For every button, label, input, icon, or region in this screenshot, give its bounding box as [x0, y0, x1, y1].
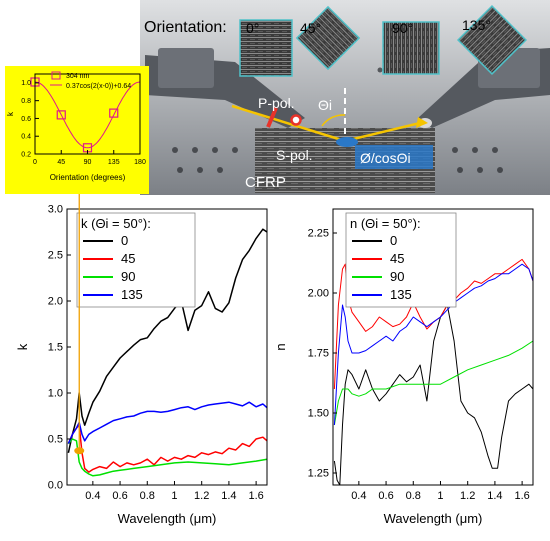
- y-tick-label: 1.75: [308, 348, 329, 360]
- legend-label-90: 90: [121, 269, 135, 284]
- orientation-45-label: 45°: [300, 20, 321, 36]
- y-tick-label: 1.0: [21, 80, 31, 87]
- legend-label-135: 135: [121, 287, 143, 302]
- reflected-beam: [344, 121, 421, 143]
- x-tick-label: 0: [33, 159, 37, 166]
- n-chart: 0.4 0.6 0.8 1 1.2 1.4 1.6 1.25 1.50 1.75 2.00 2.25 W…: [273, 208, 534, 526]
- orientation-135-label: 135°: [462, 17, 491, 33]
- x-tick-label: 1.2: [194, 490, 209, 502]
- orientation-label: Orientation:: [144, 19, 227, 36]
- series-line-0: [333, 304, 534, 486]
- series-line-135: [333, 263, 534, 426]
- inset-legend-label-0: 304 nm: [66, 73, 90, 80]
- spot-label-bg: [355, 145, 433, 169]
- x-tick-label: 1.4: [221, 490, 236, 502]
- x-tick-label: 1.6: [514, 490, 529, 502]
- series-line-135: [67, 401, 268, 444]
- orientation-tile-90: 90°: [382, 20, 440, 75]
- fit-curve: [34, 81, 141, 149]
- x-tick-label: 1.2: [460, 490, 475, 502]
- p-pol-label: P-pol.: [258, 95, 295, 111]
- y-tick-label: 1.25: [308, 468, 329, 480]
- y-tick-label: 2.00: [308, 288, 329, 300]
- y-tick-label: 1.5: [48, 342, 63, 354]
- legend-label-0: 0: [121, 233, 128, 248]
- beam-spot: [336, 137, 358, 147]
- x-tick-label: 1: [437, 490, 443, 502]
- connector-dot: [74, 447, 85, 455]
- inset-connector: [74, 194, 85, 455]
- table-holes: [172, 67, 503, 173]
- x-tick-label: 1.6: [248, 490, 263, 502]
- y-axis-label: n: [273, 343, 288, 350]
- x-axis-label: Orientation (degrees): [50, 173, 126, 182]
- y-tick-label: 0.8: [21, 98, 31, 105]
- inset-background: [5, 66, 149, 194]
- y-tick-label: 2.5: [48, 250, 63, 262]
- inset-legend-marker: [51, 71, 61, 80]
- data-point: [109, 108, 119, 118]
- legend-label-45: 45: [390, 251, 404, 266]
- x-tick-label: 0.8: [406, 490, 421, 502]
- p-pol-symbol: [266, 107, 278, 128]
- spot-label: Ø/cosΘi: [360, 150, 411, 166]
- series-line-45: [67, 424, 268, 473]
- x-tick-label: 45: [57, 159, 65, 166]
- legend-label-90: 90: [390, 269, 404, 284]
- orientation-0-label: 0°: [246, 20, 259, 36]
- orientation-tile-0: 0°: [239, 19, 293, 77]
- theta-label: Θi: [318, 97, 332, 113]
- k-chart: 0.4 0.6 0.8 1 1.2 1.4 1.6 0.0 0.5 1.0 1.5 2.0 2.5 3.0…: [15, 204, 268, 526]
- plot-frame: [332, 208, 534, 486]
- incident-beam: [231, 104, 346, 143]
- series-line-90: [333, 340, 534, 426]
- y-tick-label: 0.2: [21, 151, 31, 158]
- y-tick-label: 0.5: [48, 434, 63, 446]
- legend-label-135: 135: [390, 287, 412, 302]
- x-tick-label: 135: [108, 159, 120, 166]
- y-tick-label: 0.4: [21, 134, 31, 141]
- x-tick-label: 180: [134, 159, 146, 166]
- y-tick-label: 1.0: [48, 388, 63, 400]
- legend-label-45: 45: [121, 251, 135, 266]
- x-tick-label: 1.4: [487, 490, 502, 502]
- legend-label-0: 0: [390, 233, 397, 248]
- inset-legend-label-1: 0.37cos(2(x-0))+0.64: [66, 83, 131, 90]
- x-tick-label: 0.4: [351, 490, 366, 502]
- series-line-45: [333, 258, 534, 390]
- incidence-angle-arc: [321, 114, 346, 127]
- orientation-tile-135: 135°: [456, 4, 528, 76]
- series-line-0: [67, 228, 268, 453]
- sample-label: CFRP: [245, 174, 286, 191]
- legend-title: n (Θi = 50°):: [350, 216, 421, 231]
- series-line-90: [67, 438, 268, 477]
- x-tick-label: 0.6: [378, 490, 393, 502]
- x-axis-label: Wavelength (μm): [384, 511, 483, 526]
- y-tick-label: 0.0: [48, 480, 63, 492]
- x-tick-label: 0.4: [85, 490, 100, 502]
- orientation-tile-45: 45°: [295, 5, 361, 71]
- data-point: [56, 110, 66, 120]
- reflected-arrowhead: [416, 117, 428, 128]
- legend-title: k (Θi = 50°):: [81, 216, 151, 231]
- module-left: [158, 48, 214, 88]
- y-tick-label: 2.25: [308, 228, 329, 240]
- x-tick-label: 90: [84, 159, 92, 166]
- x-tick-label: 1: [171, 490, 177, 502]
- inset-chart: 0 45 90 135 180 0.2 0.4 0.6 0.8 1.0 Orientation (d…: [5, 66, 149, 194]
- orientation-90-label: 90°: [392, 20, 413, 36]
- s-pol-symbol: [290, 114, 302, 126]
- s-pol-label: S-pol.: [276, 147, 313, 163]
- x-axis-label: Wavelength (μm): [118, 511, 217, 526]
- y-tick-label: 1.50: [308, 408, 329, 420]
- x-tick-label: 0.6: [112, 490, 127, 502]
- y-tick-label: 0.6: [21, 116, 31, 123]
- x-tick-label: 0.8: [140, 490, 155, 502]
- y-axis-label: k: [6, 111, 15, 116]
- y-tick-label: 3.0: [48, 204, 63, 216]
- y-tick-label: 2.0: [48, 296, 63, 308]
- y-axis-label: k: [15, 343, 30, 350]
